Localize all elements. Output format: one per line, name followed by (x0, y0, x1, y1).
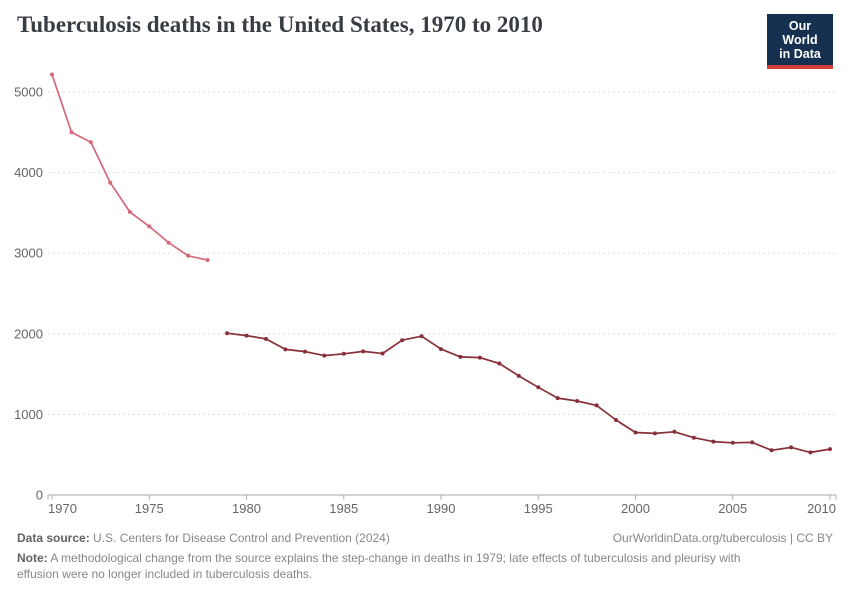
data-point (769, 448, 774, 453)
owid-logo[interactable]: Our World in Data (767, 14, 833, 69)
data-point (828, 447, 832, 452)
owid-logo-box: Our World in Data (767, 14, 833, 65)
x-tick-label: 1980 (232, 501, 261, 516)
y-tick-label: 0 (36, 488, 43, 503)
data-series-line (226, 332, 831, 454)
data-point (808, 450, 813, 455)
data-point (633, 430, 638, 435)
data-point (400, 338, 405, 343)
y-tick-label: 5000 (14, 85, 43, 100)
chart-footer: Data source: U.S. Centers for Disease Co… (17, 530, 833, 582)
page-title: Tuberculosis deaths in the United States… (17, 12, 543, 37)
x-tick-label: 1995 (524, 501, 553, 516)
data-point (186, 253, 191, 258)
data-point (380, 351, 385, 356)
data-point (69, 130, 74, 135)
data-point (575, 399, 580, 403)
note-label: Note: (17, 551, 48, 565)
data-point (594, 403, 599, 408)
data-point (283, 347, 288, 352)
y-tick-label: 2000 (14, 326, 43, 341)
x-tick-label: 1975 (135, 501, 164, 516)
data-point (730, 440, 735, 445)
data-point (263, 336, 268, 341)
data-point (536, 385, 541, 390)
x-tick-label: 2000 (621, 501, 650, 516)
x-tick-label: 1970 (48, 501, 77, 516)
data-point (750, 440, 755, 445)
owid-logo-line2: in Data (779, 47, 821, 61)
owid-logo-line1: Our World (782, 19, 818, 47)
y-tick-label: 4000 (14, 165, 43, 180)
data-point (439, 347, 443, 352)
data-point (458, 354, 463, 359)
data-series-line (51, 73, 209, 261)
data-point (516, 373, 521, 378)
data-point (127, 209, 132, 214)
data-point (88, 140, 93, 145)
x-tick-label: 2010 (807, 501, 836, 516)
data-point (341, 351, 346, 356)
data-source-text: U.S. Centers for Disease Control and Pre… (89, 531, 390, 545)
line-chart[interactable]: 0 1000 2000 3000 4000 5000 1970 1975 1980 1985 199… (0, 0, 850, 525)
data-point (691, 435, 696, 440)
data-point (166, 240, 171, 245)
chart-note: Note: A methodological change from the s… (17, 550, 774, 582)
data-point (244, 333, 249, 338)
data-source-line: Data source: U.S. Centers for Disease Co… (17, 530, 390, 546)
data-point (108, 180, 113, 185)
data-point (147, 224, 152, 229)
data-point (497, 361, 502, 366)
data-point (205, 258, 210, 263)
x-tick-label: 2005 (718, 501, 747, 516)
data-point (322, 353, 327, 358)
data-point (555, 396, 560, 401)
x-tick-label: 1990 (427, 501, 456, 516)
data-point (361, 349, 366, 354)
data-point (789, 445, 794, 450)
data-point (672, 429, 677, 434)
data-point (614, 418, 618, 422)
data-point (419, 334, 424, 339)
y-tick-label: 1000 (14, 407, 43, 422)
data-point (477, 355, 482, 360)
data-point (653, 431, 657, 436)
data-point (302, 349, 307, 354)
x-tick-label: 1985 (329, 501, 358, 516)
data-source-label: Data source: (17, 531, 90, 545)
data-point (711, 439, 716, 444)
y-tick-label: 3000 (14, 246, 43, 261)
owid-attribution-link[interactable]: OurWorldinData.org/tuberculosis | CC BY (612, 531, 833, 545)
note-text: A methodological change from the source … (17, 551, 741, 581)
data-point (225, 331, 230, 336)
owid-logo-red-bar (767, 65, 833, 69)
data-point (50, 72, 54, 77)
